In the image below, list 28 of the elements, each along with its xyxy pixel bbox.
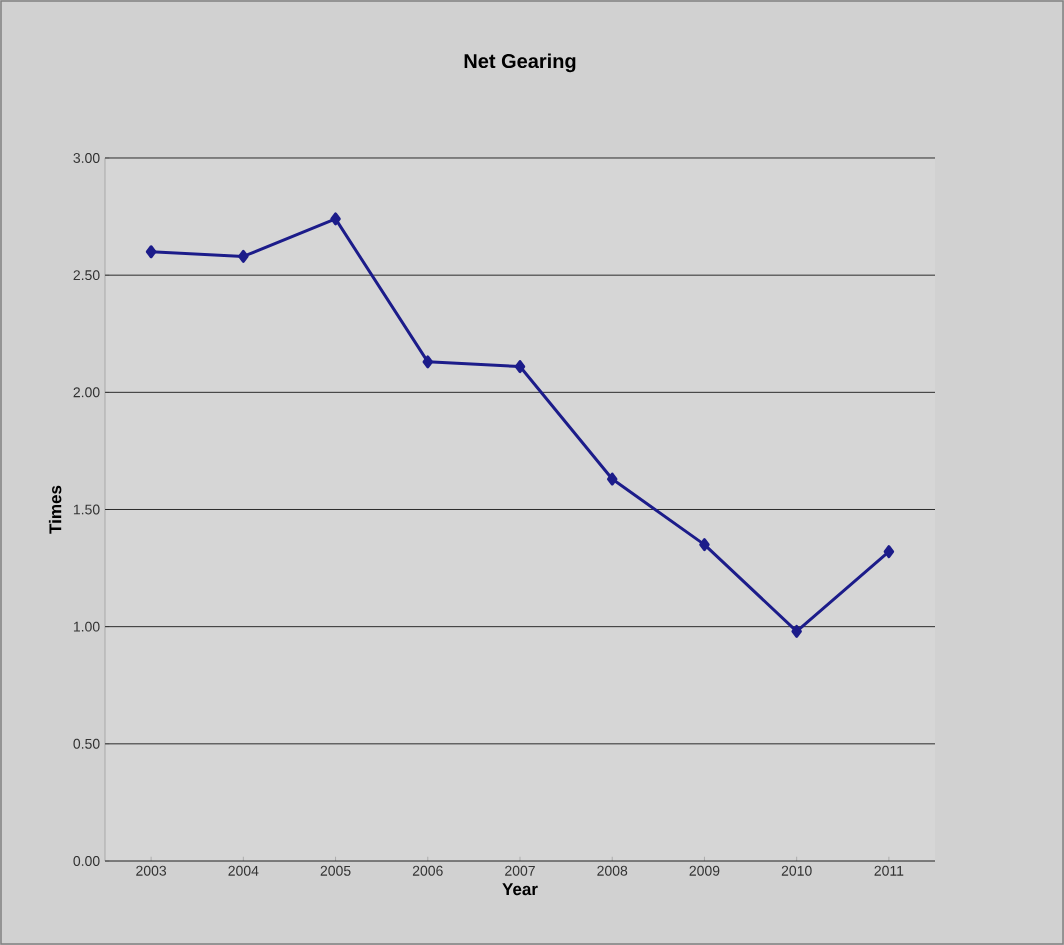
y-tick-label: 1.00 — [73, 621, 100, 632]
x-tick-label: 2003 — [136, 865, 167, 876]
point — [145, 245, 157, 259]
point — [238, 249, 249, 263]
y-tick-label: 2.00 — [73, 387, 100, 398]
point — [422, 355, 434, 369]
chart-title: Net Gearing — [464, 53, 576, 73]
y-tick-label: 1.50 — [73, 504, 100, 515]
point — [791, 624, 802, 638]
x-tick-label: 2010 — [781, 865, 812, 876]
x-tick-label: 2009 — [689, 865, 720, 876]
x-tick-label: 2006 — [412, 865, 443, 876]
x-tick-label: 2005 — [320, 865, 351, 876]
y-tick-label: 3.00 — [73, 153, 100, 163]
point — [606, 472, 618, 486]
point — [699, 538, 710, 552]
y-axis-title: Times — [48, 485, 62, 534]
x-tick-label: 2011 — [874, 865, 904, 876]
y-tick-label: 0.00 — [73, 856, 100, 866]
y-tick-label: 0.50 — [73, 738, 100, 749]
x-tick-label: 2008 — [597, 865, 628, 876]
x-tick-label: 2007 — [505, 865, 535, 876]
point — [330, 212, 341, 226]
x-axis-title: Year — [502, 883, 538, 896]
point — [514, 360, 526, 374]
point — [883, 545, 895, 559]
y-tick-label: 2.50 — [73, 270, 100, 281]
x-tick-label: 2004 — [228, 865, 259, 876]
